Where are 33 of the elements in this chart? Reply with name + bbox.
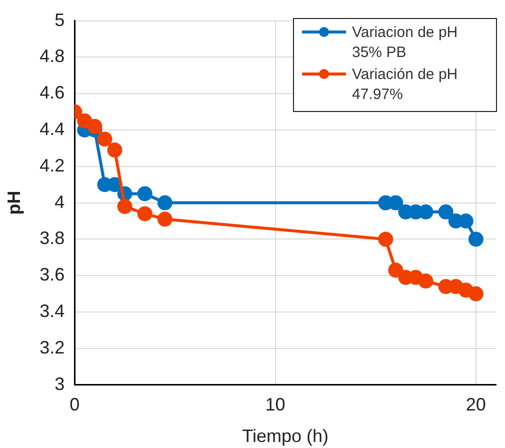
y-tick-label: 4: [54, 192, 65, 212]
point: [388, 262, 404, 278]
y-tick-label: 3: [54, 374, 65, 394]
x-tick-label: 20: [466, 394, 486, 415]
y-tick-label: 4.4: [40, 118, 65, 139]
x-tick-label: 10: [265, 394, 286, 415]
point: [438, 204, 454, 220]
legend-label: Variacion de pH 35% PB: [352, 23, 459, 63]
y-tick-label: 3.8: [40, 228, 65, 248]
y-tick-label: 3.6: [40, 264, 65, 285]
point: [117, 198, 132, 214]
point: [468, 286, 484, 302]
y-tick-label: 5: [54, 10, 65, 30]
y-tick-label: 4.2: [40, 155, 65, 176]
point: [97, 132, 112, 147]
point: [137, 186, 152, 202]
y-tick-label: 4.6: [40, 82, 65, 103]
point: [87, 118, 102, 134]
point: [107, 142, 122, 158]
legend-label: Variación de pH 47.97%: [352, 65, 459, 105]
y-tick-label: 3.2: [40, 337, 65, 358]
point: [137, 206, 152, 222]
x-tick-label: 0: [70, 394, 80, 415]
y-axis-title: pH: [4, 190, 24, 215]
y-tick-label: 4.8: [40, 46, 65, 66]
point: [418, 274, 434, 289]
x-axis-title: Tiempo (h): [242, 426, 328, 446]
point: [77, 113, 92, 128]
point: [468, 232, 484, 247]
point: [378, 232, 394, 247]
y-tick-label: 3.4: [40, 300, 65, 321]
point: [157, 212, 172, 227]
point: [157, 195, 172, 210]
